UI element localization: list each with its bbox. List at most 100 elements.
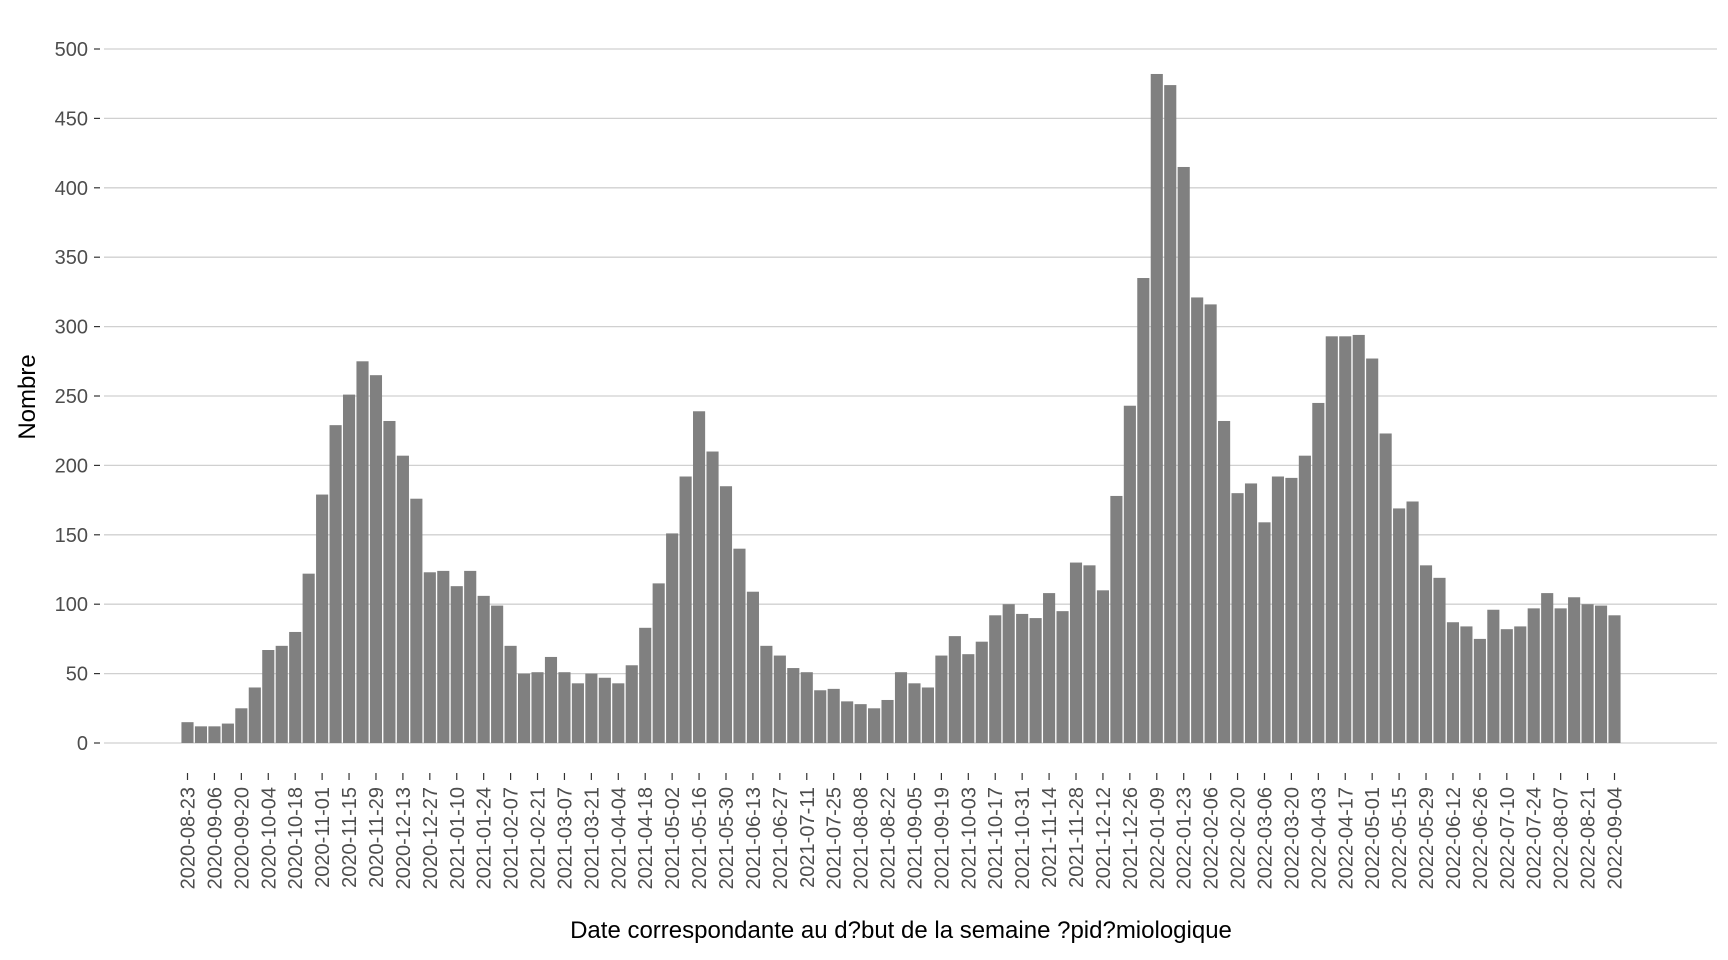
y-tick-label: 250 <box>55 386 88 408</box>
bar-2021-02-28 <box>544 656 558 743</box>
x-tick-label: 2021-10-03 <box>958 787 980 889</box>
x-tick-label: 2021-09-05 <box>904 787 926 889</box>
bar-2022-08-07 <box>1554 608 1567 743</box>
bar-2020-11-22 <box>356 361 369 743</box>
bar-2022-05-29 <box>1419 565 1433 743</box>
bar-2022-03-27 <box>1298 455 1311 743</box>
x-axis: 2020-08-23 2020-09-06 2020-09-20 2020-10-04… <box>178 773 1627 889</box>
bar-2022-05-08 <box>1379 433 1392 743</box>
bar-2022-01-02 <box>1137 278 1150 743</box>
bar-2021-05-16 <box>693 411 706 743</box>
bar-2021-01-17 <box>464 570 477 743</box>
x-tick-label: 2021-08-22 <box>878 787 900 889</box>
bar-2021-11-28 <box>1069 562 1083 743</box>
x-tick-label: 2022-02-20 <box>1228 787 1250 889</box>
x-tick-label: 2021-10-31 <box>1012 787 1034 889</box>
bar-2022-02-06 <box>1204 304 1217 743</box>
x-axis-title: Date correspondante au d?but de la semai… <box>570 917 1232 944</box>
x-tick-label: 2022-05-15 <box>1389 787 1411 889</box>
bar-2022-03-13 <box>1271 476 1285 743</box>
bar-2022-02-20 <box>1231 493 1244 743</box>
y-tick-label: 50 <box>66 664 88 686</box>
x-tick-label: 2021-09-19 <box>931 787 953 889</box>
bar-2021-05-02 <box>666 533 679 743</box>
x-tick-label: 2021-06-13 <box>743 787 765 889</box>
y-tick-label: 400 <box>55 178 88 200</box>
bar-2020-09-27 <box>248 687 261 743</box>
bar-2021-04-25 <box>652 583 665 743</box>
x-tick-label: 2021-06-27 <box>770 787 792 889</box>
bar-2022-04-03 <box>1312 402 1325 743</box>
x-tick-label: 2021-03-21 <box>581 787 603 889</box>
bar-2022-07-10 <box>1500 629 1513 743</box>
bar-2021-02-07 <box>504 645 517 743</box>
bar-2020-09-06 <box>208 726 221 743</box>
bar-2021-08-15 <box>868 708 881 743</box>
x-tick-label: 2021-11-28 <box>1066 787 1088 888</box>
bar-2022-03-06 <box>1258 522 1271 743</box>
x-tick-label: 2021-10-17 <box>985 787 1007 889</box>
bar-2021-12-19 <box>1110 495 1123 743</box>
bar-2020-12-20 <box>410 498 423 743</box>
bar-2021-01-03 <box>437 570 450 743</box>
bar-2021-09-19 <box>935 655 948 743</box>
bar-2020-08-23 <box>181 722 194 743</box>
bar-2020-11-29 <box>369 375 383 743</box>
x-tick-label: 2022-02-06 <box>1201 787 1223 889</box>
bar-2021-11-07 <box>1029 618 1042 743</box>
bar-2021-10-10 <box>975 641 988 743</box>
bar-2022-04-10 <box>1325 336 1338 743</box>
x-tick-label: 2021-08-08 <box>851 787 873 889</box>
x-tick-label: 2021-01-10 <box>447 787 469 889</box>
bar-2021-08-08 <box>854 704 867 743</box>
x-tick-label: 2021-02-07 <box>501 787 523 889</box>
bar-2022-08-14 <box>1568 597 1581 743</box>
x-tick-label: 2022-05-01 <box>1362 787 1384 889</box>
bar-2021-01-31 <box>491 605 504 743</box>
x-tick-label: 2021-07-25 <box>824 787 846 889</box>
x-tick-label: 2020-10-18 <box>285 787 307 889</box>
x-tick-label: 2021-12-12 <box>1093 787 1115 889</box>
x-tick-label: 2022-01-23 <box>1174 787 1196 889</box>
x-tick-label: 2021-11-14 <box>1039 787 1061 888</box>
bar-2021-02-21 <box>531 672 544 743</box>
bar-2022-04-17 <box>1339 336 1352 743</box>
bar-2022-01-16 <box>1164 85 1177 744</box>
bar-2021-04-18 <box>639 627 652 743</box>
x-tick-label: 2021-04-04 <box>608 787 630 889</box>
bar-2021-12-26 <box>1123 405 1136 743</box>
y-tick-label: 100 <box>55 594 88 616</box>
x-tick-label: 2020-12-13 <box>393 787 415 889</box>
x-tick-label: 2021-05-16 <box>689 787 711 889</box>
bar-2022-01-09 <box>1150 73 1163 744</box>
bar-2022-05-22 <box>1406 501 1419 743</box>
x-tick-label: 2022-01-09 <box>1147 787 1169 889</box>
bar-2022-06-26 <box>1473 638 1486 743</box>
bar-2021-12-12 <box>1096 590 1109 743</box>
x-tick-label: 2022-05-29 <box>1416 787 1438 889</box>
bar-2022-05-15 <box>1393 508 1406 743</box>
bar-2021-05-23 <box>706 451 719 743</box>
bar-2021-08-29 <box>894 672 908 743</box>
bar-2021-05-30 <box>719 486 733 743</box>
bar-2021-10-31 <box>1016 613 1029 743</box>
bar-2020-10-18 <box>289 631 302 743</box>
bar-2022-07-24 <box>1527 608 1540 743</box>
y-tick-label: 0 <box>77 733 88 755</box>
bar-2020-10-25 <box>302 573 315 743</box>
x-tick-label: 2020-09-20 <box>231 787 253 889</box>
bar-2021-03-07 <box>558 672 571 743</box>
bar-2022-01-23 <box>1177 166 1190 744</box>
bar-2021-06-20 <box>760 645 773 743</box>
bar-2021-07-18 <box>814 690 827 743</box>
x-tick-label: 2021-12-26 <box>1120 787 1142 889</box>
x-tick-label: 2022-09-04 <box>1605 787 1627 889</box>
bar-2021-07-25 <box>827 688 840 743</box>
bar-2020-09-13 <box>221 723 234 743</box>
bar-2021-08-01 <box>841 701 854 743</box>
x-tick-label: 2021-03-07 <box>554 787 576 889</box>
bar-2020-08-30 <box>194 726 208 743</box>
bar-2021-10-03 <box>962 654 975 743</box>
bar-2021-10-24 <box>1002 604 1015 743</box>
bar-2022-03-20 <box>1285 477 1298 743</box>
